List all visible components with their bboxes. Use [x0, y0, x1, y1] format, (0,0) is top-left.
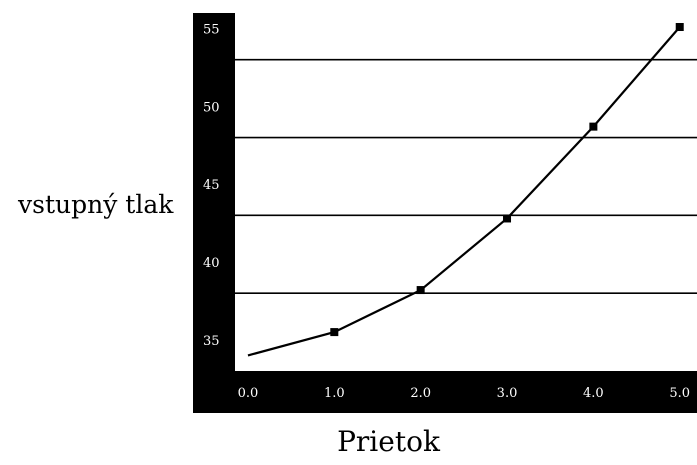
- x-axis-label: Prietok: [337, 425, 440, 458]
- y-tick-label: 35: [203, 334, 220, 349]
- x-tick-label: 0.0: [238, 386, 259, 401]
- y-tick-label: 55: [203, 23, 220, 38]
- data-series: [247, 23, 684, 357]
- data-point-marker: [416, 286, 425, 295]
- series-line: [247, 26, 681, 357]
- data-point-marker: [503, 214, 512, 223]
- y-tick-label: 45: [203, 178, 220, 193]
- grid: [235, 58, 697, 294]
- y-axis-label: vstupný tlak: [18, 190, 174, 219]
- x-tick-label: 2.0: [410, 386, 431, 401]
- x-tick-label: 4.0: [583, 386, 604, 401]
- y-tick-label: 50: [203, 100, 220, 115]
- y-axis-ticks: 35 40 45 50 55: [203, 23, 220, 349]
- data-point-marker: [330, 328, 339, 337]
- data-point-marker: [675, 23, 684, 32]
- x-axis-ticks: 0.0 1.0 2.0 3.0 4.0 5.0: [238, 386, 690, 401]
- data-point-marker: [589, 122, 598, 131]
- y-tick-label: 40: [203, 256, 220, 271]
- x-tick-label: 5.0: [669, 386, 690, 401]
- x-tick-label: 3.0: [497, 386, 518, 401]
- plot-area: [235, 13, 697, 371]
- x-tick-label: 1.0: [324, 386, 345, 401]
